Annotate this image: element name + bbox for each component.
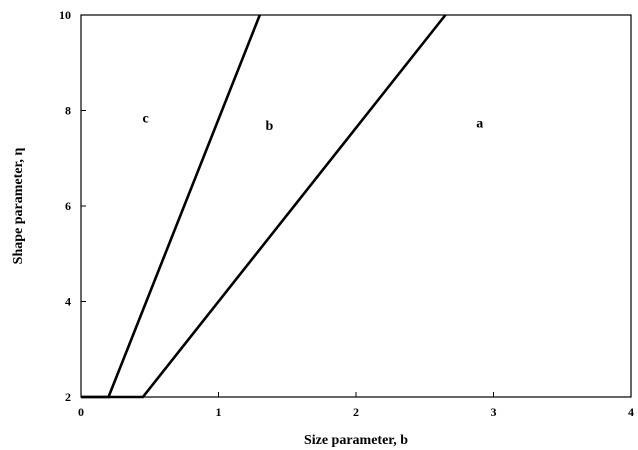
y-tick-label-0: 2 [65, 390, 71, 404]
series-line-0 [81, 14, 262, 399]
tick-labels: 0 1 2 3 4 2 4 6 8 10 [59, 8, 634, 419]
x-tick-label-4: 4 [628, 405, 634, 419]
region-label-a: a [476, 116, 483, 131]
y-tick-label-2: 6 [65, 199, 71, 213]
y-tick-label-1: 4 [65, 295, 71, 309]
x-tick-label-3: 3 [491, 405, 497, 419]
region-label-c: c [143, 112, 149, 127]
plot-frame [80, 14, 632, 398]
x-tick-label-2: 2 [353, 405, 359, 419]
series-lines [81, 14, 447, 399]
y-axis-title: Shape parameter, η [11, 148, 26, 265]
y-tick-label-4: 10 [59, 8, 71, 22]
tick-marks [80, 14, 632, 398]
x-axis-title: Size parameter, b [304, 433, 408, 448]
y-tick-label-3: 8 [65, 104, 71, 118]
x-tick-label-1: 1 [216, 405, 222, 419]
x-tick-label-0: 0 [78, 405, 84, 419]
region-label-b: b [265, 119, 273, 134]
series-line-1 [81, 14, 447, 399]
